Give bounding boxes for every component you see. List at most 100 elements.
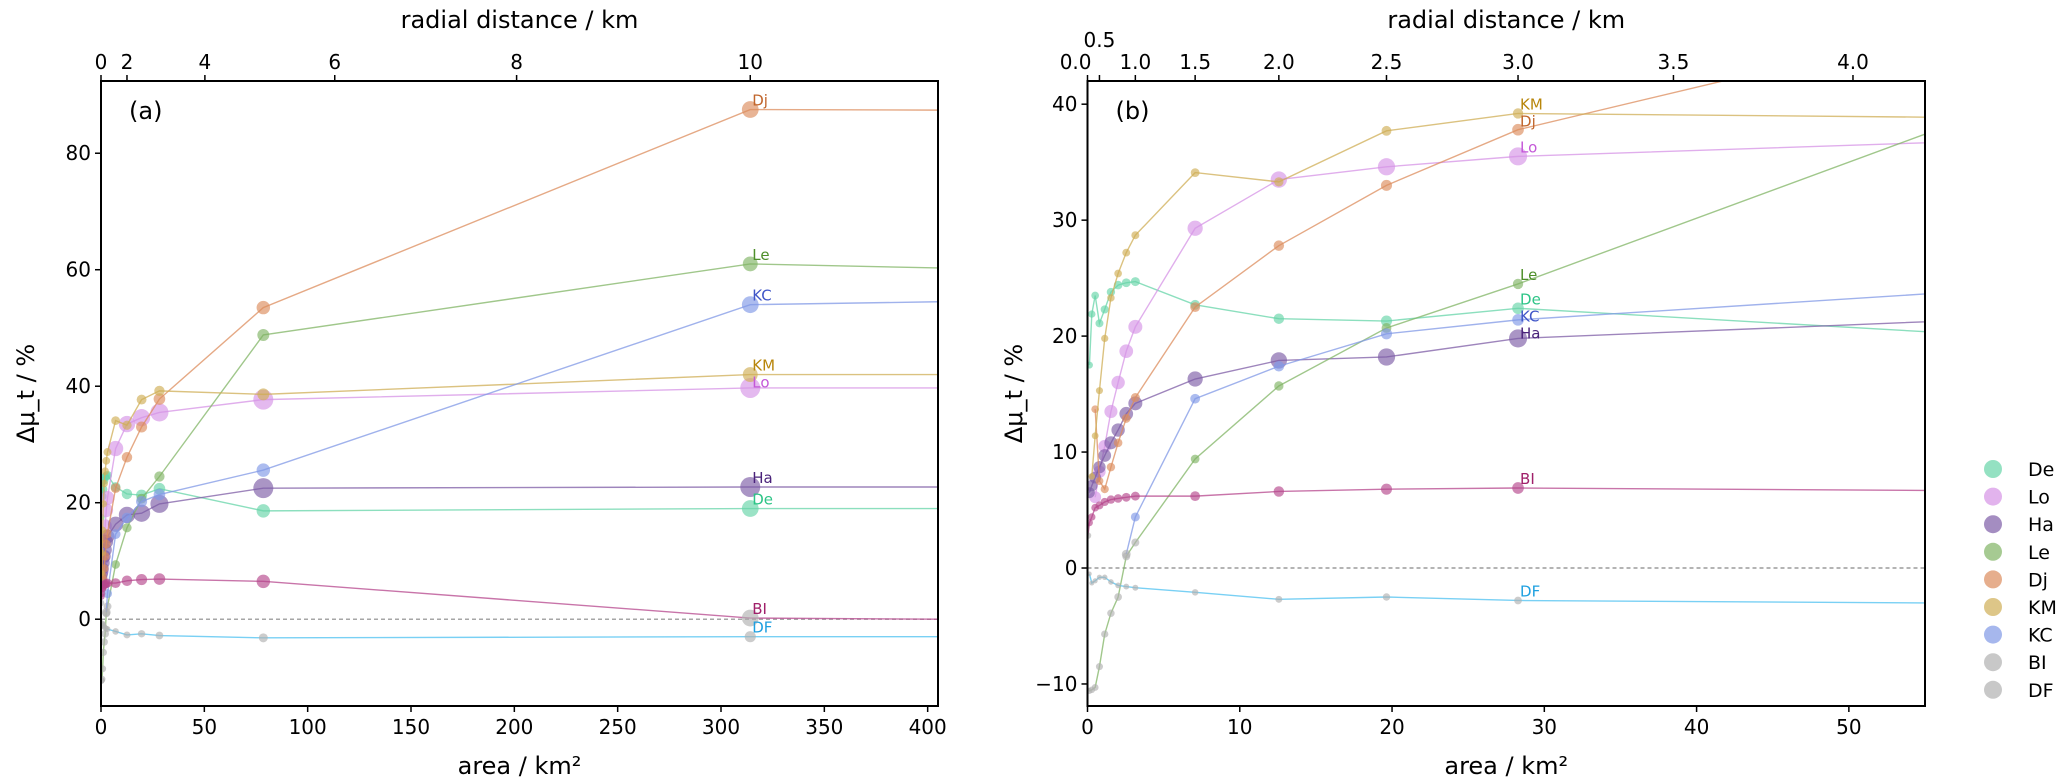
data-point-Dj (121, 452, 133, 463)
data-point-Le (111, 560, 120, 569)
data-point-Lo (1104, 404, 1118, 419)
legend-marker-Le (1984, 542, 2002, 561)
data-point-Dj (1095, 477, 1104, 486)
data-point-KC (1380, 328, 1393, 340)
data-point-KC (1273, 361, 1285, 372)
data-point-BI (1106, 495, 1116, 504)
data-point-Ha (1377, 348, 1396, 366)
series-label-KM: KM (752, 357, 775, 375)
x-tick-label: 400 (909, 715, 947, 739)
x-axis-label: area / km² (458, 752, 582, 780)
data-point-BI (121, 575, 133, 587)
data-point-Lo (1119, 344, 1134, 359)
legend-label-KM: KM (2028, 597, 2057, 619)
data-point-BI (110, 578, 121, 589)
x-tick-label: 50 (1836, 715, 1861, 739)
legend-marker-KM (1984, 598, 2002, 616)
data-point-Dj (1512, 123, 1524, 136)
y-tick-label: 40 (66, 374, 91, 398)
series-label-Le: Le (752, 246, 769, 264)
series-label-BI: BI (1520, 470, 1535, 488)
data-point-BI (256, 574, 271, 589)
axes-frame (100, 80, 939, 707)
legend-marker-BI (1984, 653, 2002, 672)
axes-frame (1086, 80, 1926, 707)
y-tick-label: 80 (66, 141, 91, 165)
series-line-DF (1088, 573, 1925, 604)
data-point-DF (1096, 574, 1103, 580)
top-x-tick-label: 10 (738, 50, 763, 74)
series-label-BI: BI (752, 600, 767, 618)
data-point-KC (1121, 549, 1131, 559)
legend-label-Le: Le (2028, 542, 2050, 564)
data-point-Dj (1273, 240, 1285, 251)
data-point-KM (101, 479, 108, 488)
data-point-KM (122, 420, 132, 430)
series-line-De (101, 474, 938, 518)
data-point-BI (102, 578, 112, 588)
data-point-KM (1107, 294, 1115, 302)
y-tick-label: 30 (1052, 208, 1077, 232)
series-label-KC: KC (752, 287, 772, 305)
data-point-De (1095, 319, 1104, 328)
plot-area (101, 101, 938, 685)
data-point-De (1273, 313, 1285, 324)
x-tick-label: 20 (1379, 715, 1404, 739)
data-point-Le (742, 256, 758, 272)
data-point-DF (123, 631, 131, 639)
data-point-KM (1101, 334, 1109, 343)
data-point-KC (101, 607, 111, 617)
x-tick-label: 50 (192, 715, 217, 739)
legend-marker-KC (1984, 625, 2002, 644)
data-point-KM (1122, 248, 1131, 257)
data-point-Lo (1128, 319, 1143, 334)
data-point-Lo (1111, 375, 1125, 390)
series-label-De: De (1520, 290, 1541, 308)
series-line-BI (101, 578, 938, 620)
data-point-Le (1190, 454, 1200, 464)
series-line-BI (1087, 487, 1925, 536)
series-line-Lo (101, 387, 938, 584)
data-point-KM (257, 388, 270, 401)
data-point-KM (1274, 177, 1284, 187)
data-point-Dj (1100, 485, 1109, 494)
data-point-Le (101, 675, 106, 683)
series-label-Dj: Dj (1520, 112, 1536, 130)
data-point-KM (101, 467, 109, 476)
data-point-Dj (1190, 302, 1201, 313)
x-tick-label: 300 (702, 715, 740, 739)
data-point-DF (1132, 584, 1139, 591)
data-point-De (1091, 291, 1099, 300)
top-x-tick-label: 2 (121, 50, 134, 74)
legend-marker-Dj (1984, 570, 2002, 589)
data-point-Le (1512, 278, 1524, 290)
data-point-DF (744, 631, 756, 643)
legend-marker-De (1984, 460, 2002, 478)
series-label-Ha: Ha (1520, 324, 1540, 342)
data-point-Ha (150, 494, 169, 513)
series-line-DF (101, 622, 938, 639)
legend-label-DF: DF (2028, 680, 2054, 702)
series-label-Le: Le (1520, 266, 1537, 284)
data-point-Ha (1187, 371, 1203, 387)
top-x-tick-label: 3.0 (1502, 50, 1534, 74)
top-x-tick-label: 4.0 (1837, 50, 1869, 74)
series-label-DF: DF (1520, 582, 1540, 600)
y-tick-label: 0 (78, 607, 91, 631)
legend-label-Lo: Lo (2028, 487, 2050, 509)
data-point-Dj (1113, 438, 1123, 448)
data-point-DF (155, 631, 164, 640)
data-point-KM (1131, 231, 1140, 240)
data-point-DF (104, 626, 111, 633)
legend-label-De: De (2028, 459, 2054, 481)
data-point-Lo (740, 377, 761, 398)
legend-marker-Lo (1984, 487, 2002, 506)
y-tick-label: −10 (1035, 672, 1077, 696)
data-point-Lo (1508, 147, 1528, 166)
series-line-KC (105, 301, 938, 613)
data-point-Dj (1121, 414, 1131, 423)
data-point-BI (1088, 513, 1096, 521)
data-point-Dj (110, 483, 121, 494)
data-point-Lo (1377, 158, 1396, 176)
